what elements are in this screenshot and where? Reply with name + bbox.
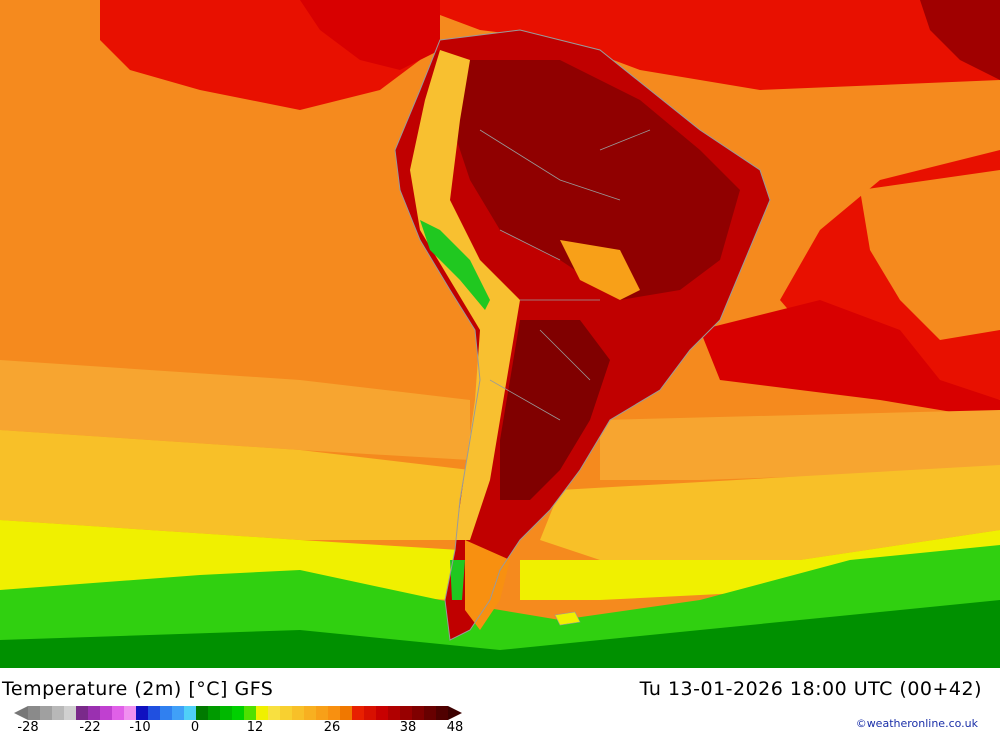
- legend-swatch: [124, 706, 136, 720]
- legend-swatch: [112, 706, 124, 720]
- caribbean-red: [400, 0, 1000, 90]
- legend-tick: 38: [399, 720, 417, 735]
- country-borders: [479, 129, 651, 421]
- dark-green-band: [0, 600, 1000, 668]
- legend-swatch: [340, 706, 352, 720]
- legend-swatch: [172, 706, 184, 720]
- legend-tick: 0: [190, 720, 200, 735]
- legend-swatch: [328, 706, 340, 720]
- legend-tick: -22: [79, 720, 101, 735]
- legend-swatch: [316, 706, 328, 720]
- legend-arrow-left-icon: [14, 706, 28, 720]
- chaco-hot-core: [500, 320, 610, 500]
- legend-swatch: [208, 706, 220, 720]
- mid-lat-band: [0, 360, 470, 460]
- brazil-highland-cooler: [560, 240, 640, 300]
- legend-swatch: [424, 706, 436, 720]
- andes-green-strip: [420, 220, 490, 310]
- legend-tick: 12: [246, 720, 264, 735]
- legend-tick: -10: [129, 720, 151, 735]
- falklands: [554, 611, 581, 626]
- atlantic-red-tongue: [700, 300, 1000, 420]
- legend-swatch: [364, 706, 376, 720]
- legend-swatch: [160, 706, 172, 720]
- patagonia-warm: [465, 540, 510, 630]
- legend-swatch: [64, 706, 76, 720]
- legend-swatch: [88, 706, 100, 720]
- legend-swatch: [100, 706, 112, 720]
- mid-lat-band-east: [600, 410, 1000, 480]
- atlantic-warm-tongue: [860, 170, 1000, 340]
- legend-swatch: [400, 706, 412, 720]
- temperature-map[interactable]: [0, 0, 1000, 668]
- legend-swatch: [136, 706, 148, 720]
- central-america: [300, 0, 440, 70]
- legend-swatch: [280, 706, 292, 720]
- legend-swatch: [28, 706, 40, 720]
- legend-swatch: [268, 706, 280, 720]
- legend-swatch: [292, 706, 304, 720]
- coastline: [394, 29, 771, 641]
- cool-band-east: [540, 465, 1000, 560]
- legend-swatch: [148, 706, 160, 720]
- legend-swatch: [196, 706, 208, 720]
- andes-cool-strip: [410, 50, 520, 540]
- legend-swatch: [244, 706, 256, 720]
- map-canvas: [0, 0, 1000, 668]
- legend-swatch: [220, 706, 232, 720]
- legend-swatch: [76, 706, 88, 720]
- legend-swatch: [436, 706, 448, 720]
- africa-corner: [920, 0, 1000, 80]
- map-title: Temperature (2m) [°C] GFS: [2, 678, 274, 700]
- cool-band: [0, 430, 470, 540]
- legend-swatch: [352, 706, 364, 720]
- legend-swatch: [232, 706, 244, 720]
- map-timestamp: Tu 13-01-2026 18:00 UTC (00+42): [639, 678, 982, 700]
- patagonia-green: [450, 560, 465, 600]
- legend-arrow-right-icon: [448, 706, 462, 720]
- legend-tick: 26: [323, 720, 341, 735]
- legend-swatch: [388, 706, 400, 720]
- legend-swatch: [52, 706, 64, 720]
- legend-swatch: [40, 706, 52, 720]
- legend-swatch: [304, 706, 316, 720]
- legend-tick: -28: [17, 720, 39, 735]
- legend-swatch: [184, 706, 196, 720]
- legend-tick: 48: [446, 720, 464, 735]
- legend-swatch: [412, 706, 424, 720]
- legend-swatch: [376, 706, 388, 720]
- amazon-hot-core: [450, 60, 740, 300]
- yellow-band-east: [520, 530, 1000, 600]
- credit-link[interactable]: ©weatheronline.co.uk: [855, 717, 978, 730]
- legend-swatch: [256, 706, 268, 720]
